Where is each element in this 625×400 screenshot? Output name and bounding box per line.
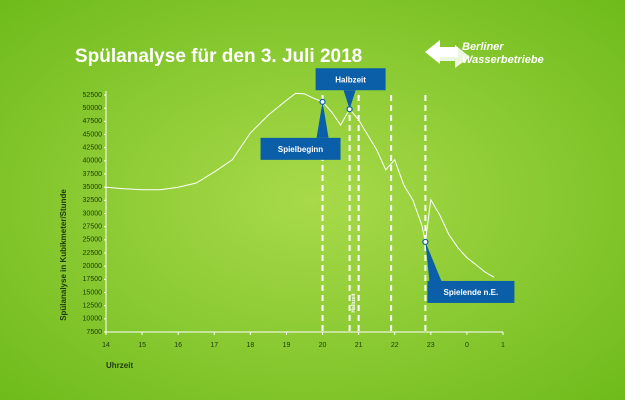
x-tick-label: 15 (138, 342, 146, 349)
x-tick-label: 0 (465, 342, 469, 349)
logo-text: Wasserbetriebe (462, 54, 544, 66)
callout-box (427, 280, 515, 303)
callout-label: Halbzeit (335, 75, 366, 84)
y-tick-label: 40000 (83, 158, 103, 165)
y-tick-label: 27500 (83, 224, 103, 231)
y-tick-label: 25000 (83, 237, 103, 244)
callout-pointer (316, 101, 329, 138)
y-tick-label: 52500 (83, 92, 103, 99)
event-marker (422, 238, 429, 246)
x-tick-label: 23 (427, 342, 435, 349)
event-marker (319, 98, 326, 105)
y-axis-label: Spülanalyse in Kubikmeter/Stunde (59, 189, 68, 321)
y-tick-label: 7500 (86, 329, 102, 336)
y-tick-label: 10000 (83, 316, 103, 323)
y-tick-label: 42500 (83, 145, 103, 152)
event-line-label: Halbzeit (351, 293, 357, 313)
x-tick-label: 18 (246, 342, 254, 349)
y-tick-label: 35000 (83, 184, 103, 191)
callout-label: Spielbeginn (278, 145, 323, 154)
y-tick-label: 45000 (83, 131, 103, 138)
callout-pointer (343, 90, 356, 110)
callout-box (315, 68, 386, 91)
x-tick-label: 1 (501, 342, 505, 349)
x-tick-label: 21 (355, 342, 363, 349)
y-tick-label: 17500 (83, 276, 103, 283)
logo-text: Berliner (462, 41, 504, 53)
y-tick-label: 22500 (83, 250, 103, 257)
x-axis-label: Uhrzeit (106, 361, 133, 370)
y-tick-label: 47500 (83, 118, 103, 125)
y-tick-label: 37500 (83, 171, 103, 178)
event-marker (346, 106, 353, 113)
y-tick-label: 12500 (83, 303, 103, 310)
callout-pointer (425, 241, 442, 281)
callout-box (260, 137, 341, 160)
callout: Halbzeit (315, 68, 386, 113)
callout: Spielbeginn (260, 98, 341, 160)
x-tick-label: 14 (102, 342, 110, 349)
x-tick-label: 19 (283, 342, 291, 349)
y-tick-label: 20000 (83, 263, 103, 270)
callout: Spielende n.E. (422, 238, 515, 303)
x-tick-label: 17 (210, 342, 218, 349)
logo: Berliner Wasserbetriebe (425, 40, 544, 68)
y-tick-label: 32500 (83, 197, 103, 204)
y-tick-label: 30000 (83, 210, 103, 217)
y-tick-label: 50000 (83, 105, 103, 112)
callout-label: Spielende n.E. (444, 288, 499, 297)
y-tick-label: 15000 (83, 289, 103, 296)
x-tick-label: 20 (319, 342, 327, 349)
logo-arrow (437, 45, 470, 68)
x-tick-label: 16 (174, 342, 182, 349)
chart-title: Spülanalyse für den 3. Juli 2018 (75, 46, 362, 67)
x-tick-label: 22 (391, 342, 399, 349)
